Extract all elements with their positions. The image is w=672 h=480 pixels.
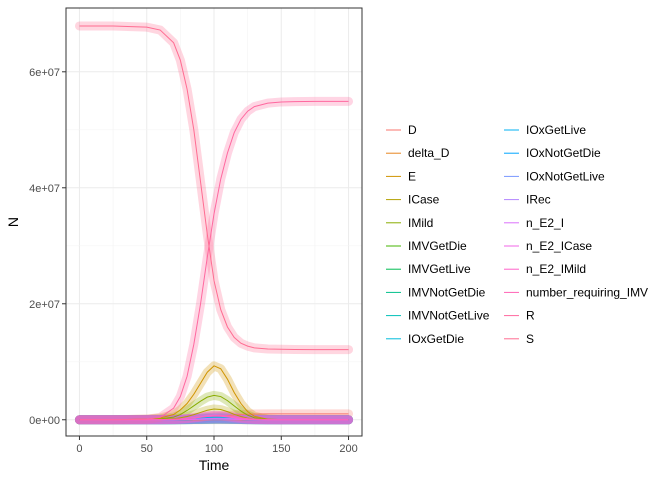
legend-label: S xyxy=(526,332,534,346)
legend-label: IMild xyxy=(408,216,433,230)
legend-label: IOxNotGetLive xyxy=(526,169,605,183)
legend-label: R xyxy=(526,309,535,323)
legend-item-e: E xyxy=(385,169,416,184)
legend-item-imvgetlive: IMVGetLive xyxy=(385,262,471,277)
legend-item-s: S xyxy=(503,331,534,346)
legend-label: n_E2_IMild xyxy=(526,262,586,276)
legend-item-number-requiring-imv: number_requiring_IMV xyxy=(503,285,648,300)
legend-label: IMVNotGetLive xyxy=(408,309,490,323)
x-tick-label: 50 xyxy=(141,443,153,455)
series-line-s xyxy=(79,25,349,351)
y-tick-label: 2e+07 xyxy=(29,299,60,311)
legend-label: IOxNotGetDie xyxy=(526,146,601,160)
legend-label: IOxGetLive xyxy=(526,123,586,137)
legend-label: n_E2_I xyxy=(526,216,564,230)
legend-label: IOxGetDie xyxy=(408,332,464,346)
legend-label: IMVNotGetDie xyxy=(408,285,486,299)
x-tick-label: 100 xyxy=(205,443,223,455)
legend-label: delta_D xyxy=(408,146,450,160)
legend-item-delta-d: delta_D xyxy=(385,146,450,161)
axes: 0 50 100 150 200 0e+00 2e+07 4e+07 6e+07 xyxy=(29,67,358,455)
y-tick-label: 4e+07 xyxy=(29,183,60,195)
legend-item-icase: ICase xyxy=(385,192,440,207)
legend-item-n-e2-i: n_E2_I xyxy=(503,215,564,230)
x-tick-label: 0 xyxy=(76,443,82,455)
legend-item-ioxgetlive: IOxGetLive xyxy=(503,123,586,137)
series-lines xyxy=(79,25,349,421)
legend-label: n_E2_ICase xyxy=(526,239,592,253)
x-tick-label: 150 xyxy=(272,443,290,455)
y-tick-label: 0e+00 xyxy=(29,415,60,427)
legend-label: IMVGetLive xyxy=(408,262,471,276)
legend-item-irec: IRec xyxy=(503,192,551,207)
legend-item-imild: IMild xyxy=(385,215,433,230)
legend-item-n-e2-icase: n_E2_ICase xyxy=(503,239,592,253)
legend-item-ioxnotgetlive: IOxNotGetLive xyxy=(503,169,605,184)
legend-item-n-e2-imild: n_E2_IMild xyxy=(503,262,586,277)
x-axis-title: Time xyxy=(199,457,230,473)
legend-item-r: R xyxy=(503,308,535,323)
legend-item-d: D xyxy=(385,123,417,137)
legend-label: ICase xyxy=(408,193,440,207)
legend-item-imvnotgetdie: IMVNotGetDie xyxy=(385,285,486,300)
legend-label: E xyxy=(408,169,416,183)
legend-item-ioxnotgetdie: IOxNotGetDie xyxy=(503,146,601,161)
x-tick-label: 200 xyxy=(339,443,357,455)
legend-item-ioxgetdie: IOxGetDie xyxy=(385,331,464,346)
legend-label: D xyxy=(408,123,417,137)
legend-label: number_requiring_IMV xyxy=(526,285,648,299)
series-line-r xyxy=(79,100,349,421)
legend-item-imvnotgetlive: IMVNotGetLive xyxy=(385,308,490,323)
y-axis-title: N xyxy=(5,217,21,227)
series-line-number-requiring-imv xyxy=(79,414,349,421)
legend-item-imvgetdie: IMVGetDie xyxy=(385,239,467,253)
y-tick-label: 6e+07 xyxy=(29,67,60,79)
legend-label: IRec xyxy=(526,193,551,207)
legend-label: IMVGetDie xyxy=(408,239,467,253)
